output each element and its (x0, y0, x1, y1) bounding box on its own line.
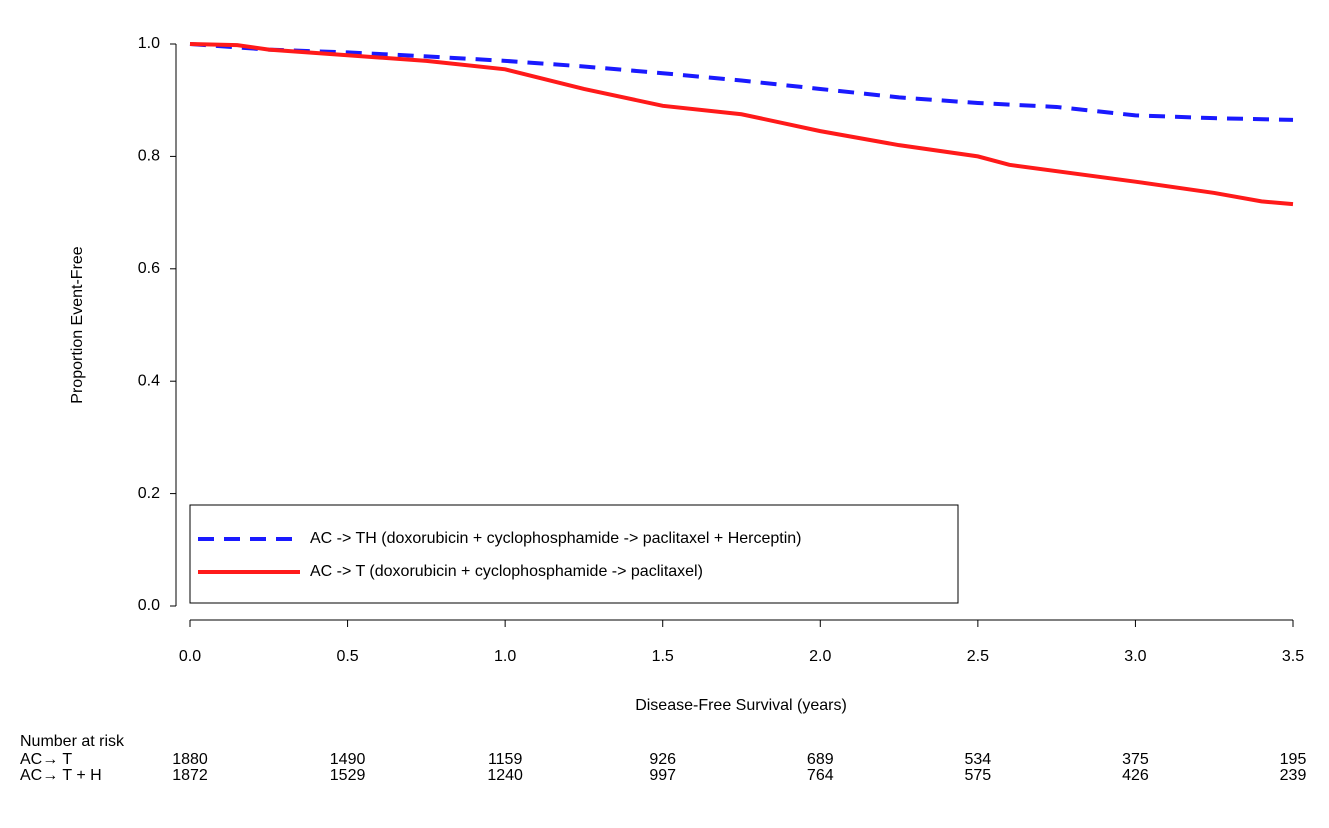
y-tick-label: 0.2 (138, 485, 160, 502)
y-tick-label: 0.6 (138, 260, 160, 277)
y-axis-label: Proportion Event-Free (69, 246, 86, 404)
x-tick-label: 3.0 (1124, 648, 1146, 665)
y-tick-label: 1.0 (138, 35, 160, 52)
risk-count: 764 (807, 767, 834, 784)
legend-label: AC -> T (doxorubicin + cyclophosphamide … (310, 563, 703, 580)
legend-label: AC -> TH (doxorubicin + cyclophosphamide… (310, 530, 802, 547)
risk-count: 1529 (330, 767, 366, 784)
legend-box (189, 504, 959, 604)
risk-count: 534 (965, 751, 992, 768)
risk-count: 1240 (487, 767, 523, 784)
x-tick-label: 2.0 (809, 648, 831, 665)
x-tick-label: 0.5 (336, 648, 358, 665)
risk-count: 426 (1122, 767, 1149, 784)
x-tick-label: 1.5 (652, 648, 674, 665)
survival-line (189, 42, 1294, 122)
x-tick-label: 1.0 (494, 648, 516, 665)
x-axis-label: Disease-Free Survival (years) (635, 697, 847, 714)
risk-count: 689 (807, 751, 834, 768)
y-tick-label: 0.4 (138, 372, 160, 389)
risk-count: 1872 (172, 767, 208, 784)
x-tick-label: 0.0 (179, 648, 201, 665)
risk-count: 926 (649, 751, 676, 768)
risk-count: 375 (1122, 751, 1149, 768)
risk-row-label: AC→ T + H (20, 767, 102, 784)
risk-count: 1880 (172, 751, 208, 768)
risk-count: 195 (1280, 751, 1307, 768)
x-tick-label: 2.5 (967, 648, 989, 665)
risk-count: 1490 (330, 751, 366, 768)
risk-count: 997 (649, 767, 676, 784)
risk-count: 575 (965, 767, 992, 784)
risk-count: 1159 (488, 751, 523, 768)
survival-line (189, 42, 1294, 207)
x-tick-label: 3.5 (1282, 648, 1304, 665)
risk-table-title: Number at risk (20, 733, 125, 750)
y-tick-label: 0.8 (138, 148, 160, 165)
risk-count: 239 (1280, 767, 1307, 784)
risk-row-label: AC→ T (20, 751, 72, 768)
y-tick-label: 0.0 (138, 597, 160, 614)
